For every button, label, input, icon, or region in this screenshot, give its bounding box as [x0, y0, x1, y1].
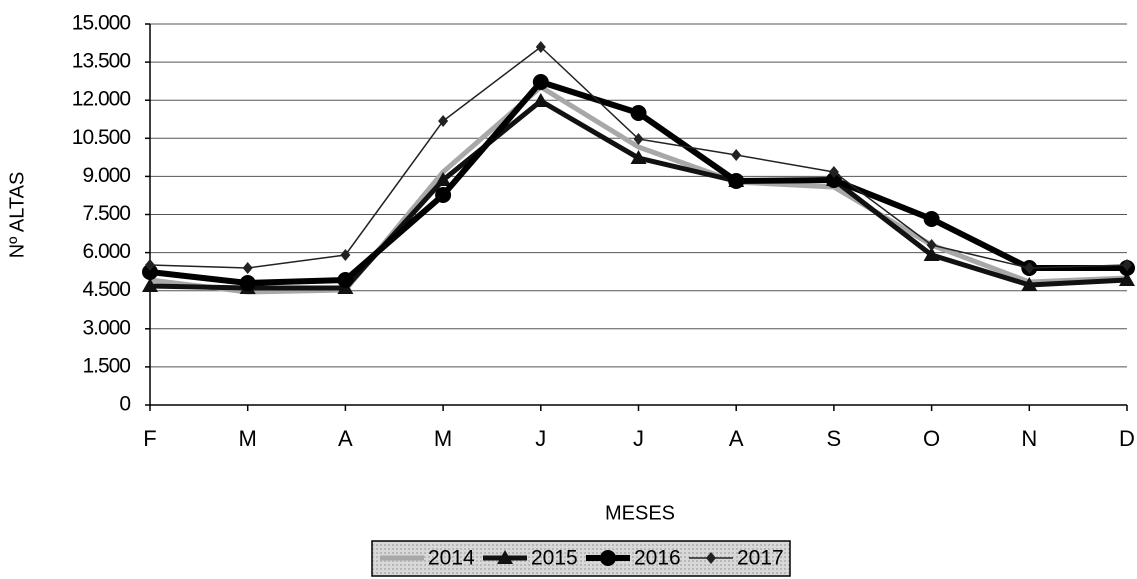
series-marker — [923, 210, 940, 227]
series-marker — [145, 258, 155, 271]
series-marker — [630, 105, 647, 122]
series-marker — [435, 172, 452, 187]
legend-marker — [706, 552, 716, 564]
series-marker — [731, 148, 742, 161]
x-tick-label: N — [1021, 426, 1037, 451]
x-tick-label: S — [827, 426, 842, 451]
legend-label: 2016 — [634, 547, 681, 570]
series-marker — [1122, 258, 1132, 271]
legend-marker — [497, 550, 513, 564]
series-marker — [142, 278, 158, 293]
series-line — [149, 98, 1128, 291]
y-tick-label: 15.000 — [72, 12, 131, 35]
series-marker — [532, 93, 549, 108]
legend-label: 2017 — [737, 547, 784, 570]
y-tick-label: 12.000 — [72, 88, 131, 111]
series-marker — [923, 246, 940, 261]
series-marker — [438, 115, 449, 128]
series-marker — [435, 186, 452, 203]
series-marker — [630, 150, 647, 165]
series-marker — [1021, 277, 1038, 292]
y-tick-label: 10.500 — [72, 126, 131, 149]
x-tick-label: J — [633, 426, 644, 451]
y-tick-label: 1.500 — [82, 354, 130, 377]
x-axis-title: MESES — [605, 502, 675, 524]
y-tick-label: 4.500 — [82, 278, 130, 301]
series-marker — [239, 275, 256, 292]
x-tick-label: M — [434, 426, 452, 451]
series-marker — [828, 166, 839, 179]
series-marker — [633, 133, 644, 146]
x-tick-label: F — [143, 426, 156, 451]
x-tick-label: A — [729, 426, 744, 451]
y-tick-label: 6.000 — [82, 240, 130, 263]
y-axis-title: Nº ALTAS — [6, 172, 28, 259]
series-marker — [535, 41, 546, 54]
x-tick-label: J — [535, 426, 546, 451]
series-marker — [532, 73, 549, 90]
legend-label: 2014 — [428, 547, 475, 570]
y-tick-label: 3.000 — [82, 316, 130, 339]
x-tick-label: D — [1119, 426, 1135, 451]
y-tick-label: 0 — [119, 393, 130, 416]
x-tick-label: A — [338, 426, 353, 451]
series-line — [149, 84, 1128, 295]
legend-label: 2015 — [531, 547, 578, 570]
series-marker — [1119, 272, 1135, 287]
series-marker — [337, 272, 354, 289]
series-marker — [926, 239, 937, 252]
legend-marker — [600, 550, 616, 566]
series-marker — [142, 264, 158, 281]
series-marker — [728, 172, 745, 189]
x-tick-label: O — [923, 426, 940, 451]
x-tick-label: M — [239, 426, 257, 451]
series-marker — [242, 261, 253, 274]
series-marker — [1024, 261, 1035, 274]
series-marker — [340, 248, 351, 261]
y-tick-label: 13.500 — [72, 50, 131, 73]
series-marker — [825, 172, 842, 189]
y-tick-label: 7.500 — [82, 202, 130, 225]
y-tick-label: 9.000 — [82, 164, 130, 187]
